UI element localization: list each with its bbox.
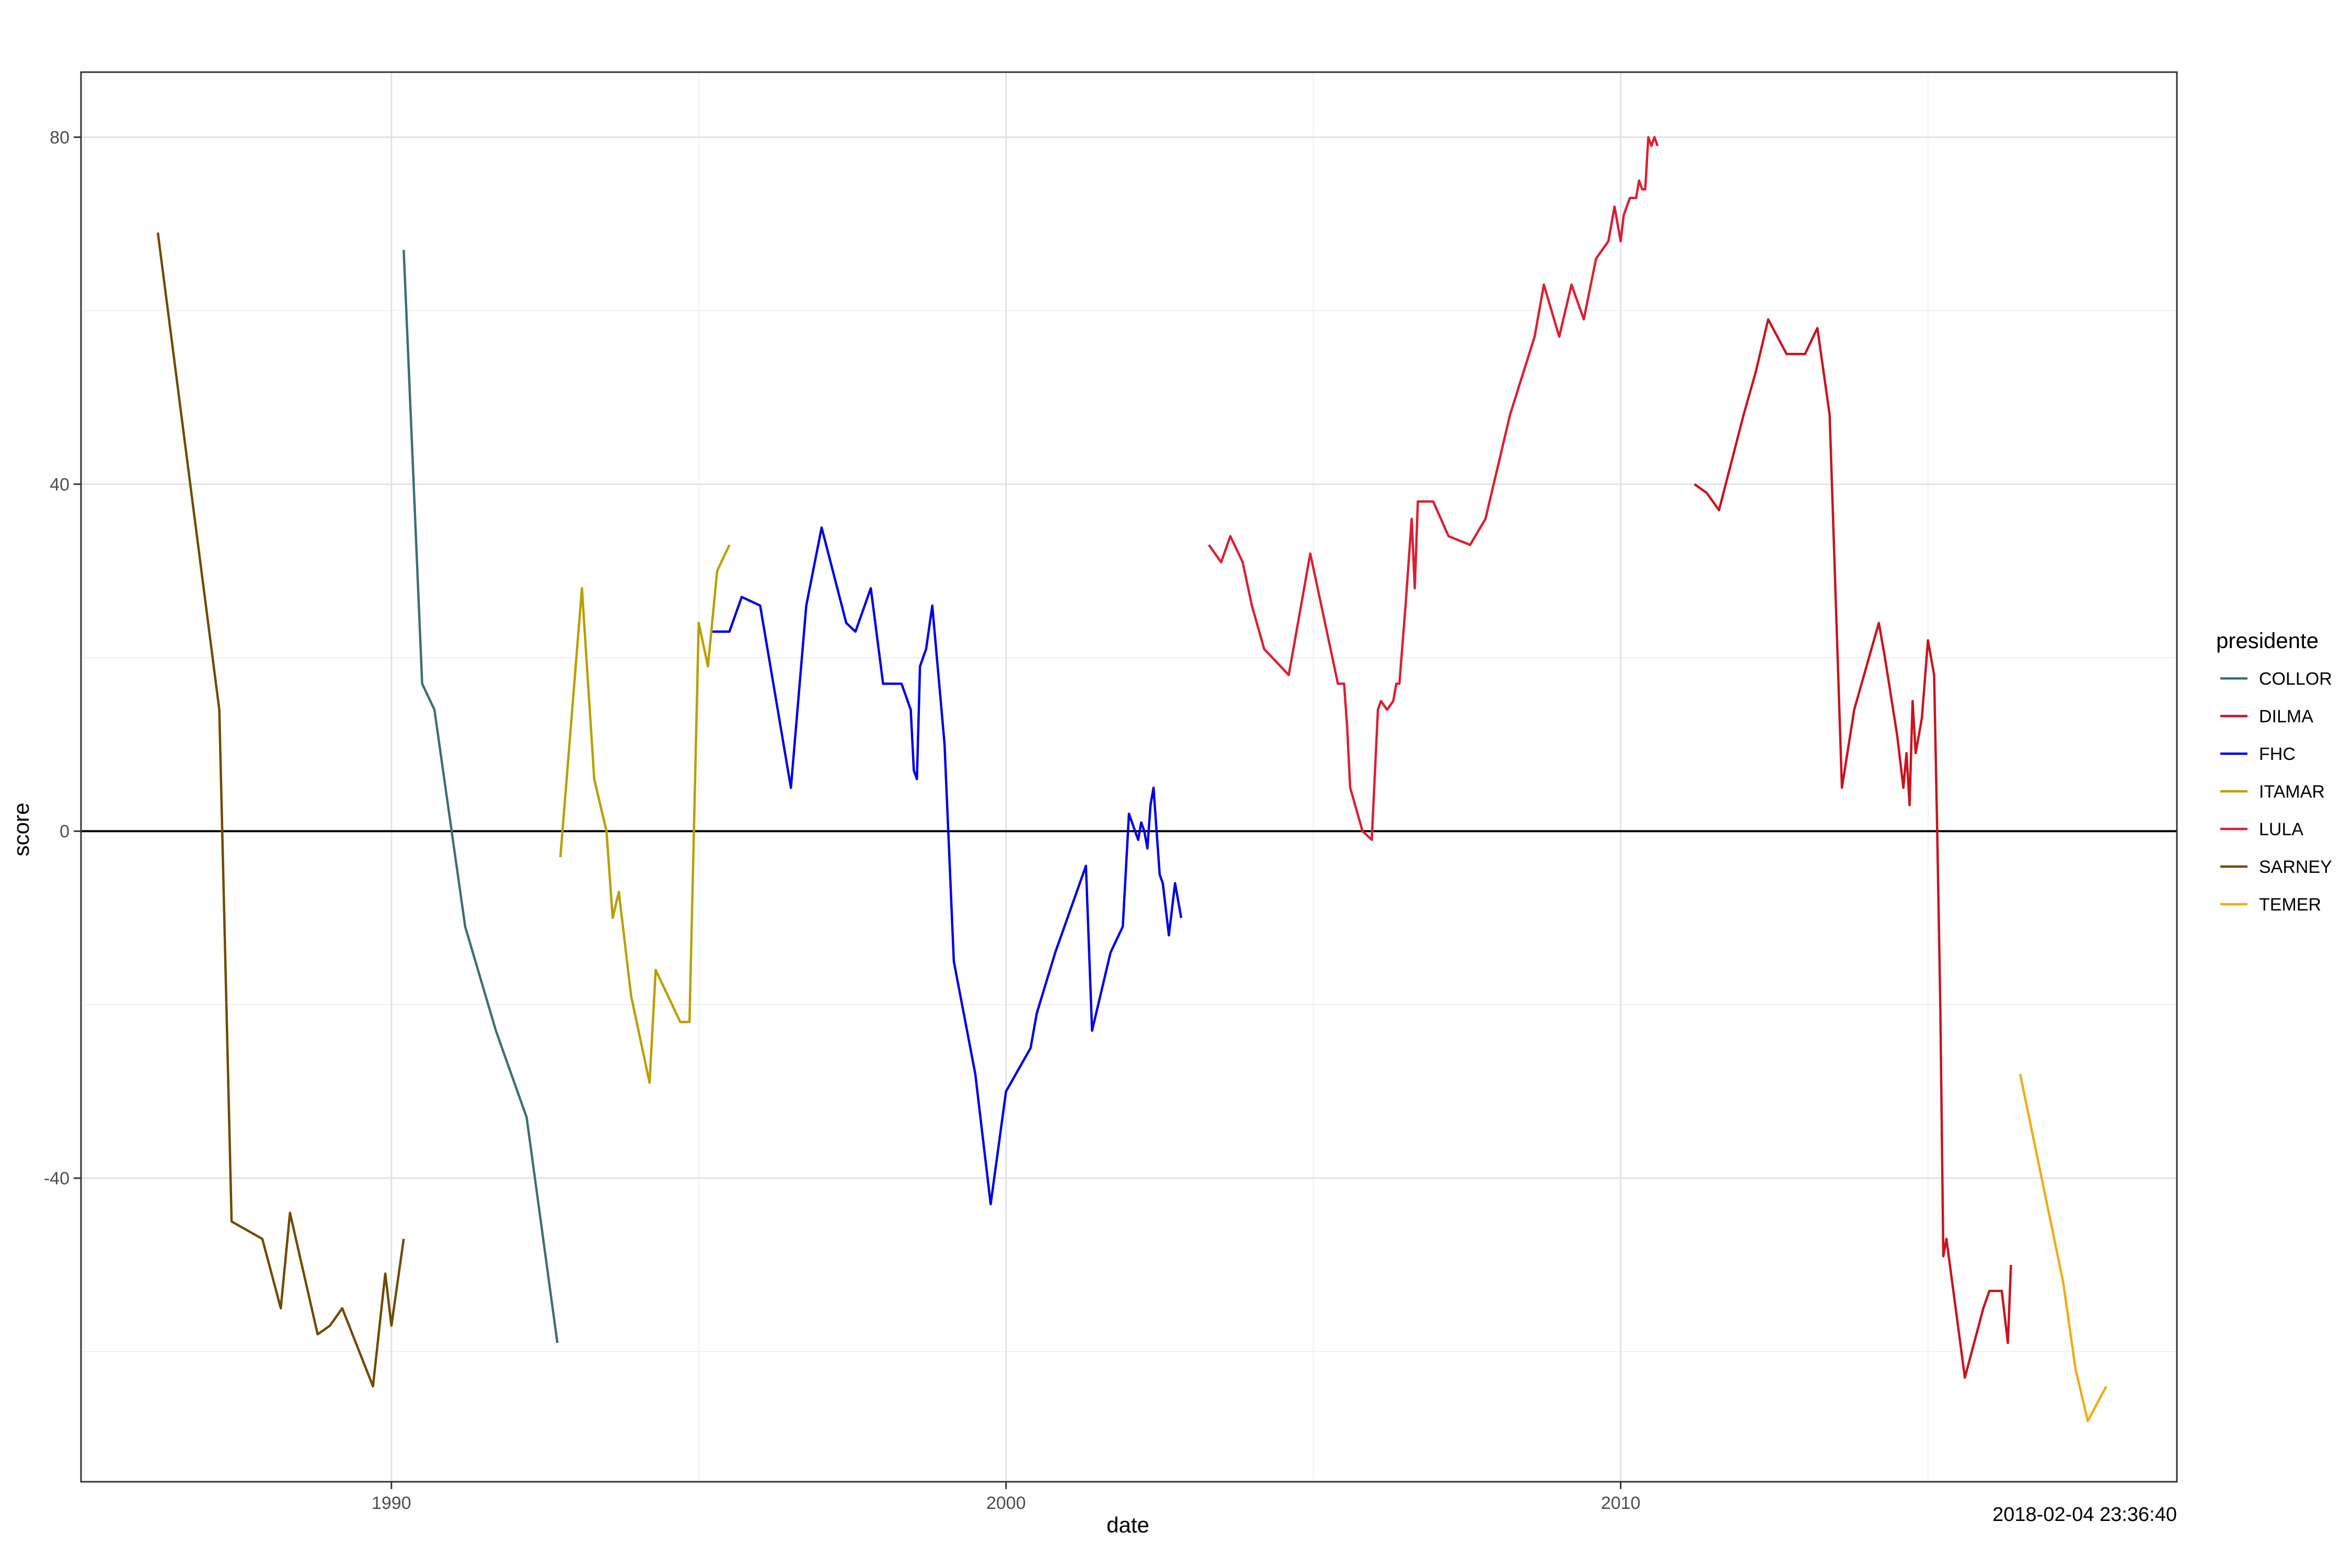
series-lines (156, 136, 2107, 1423)
panel-border-rect (80, 71, 2178, 1483)
y-tick-label: 40 (50, 475, 70, 494)
series-line-dilma (1693, 318, 2012, 1379)
series-line-lula (1208, 136, 1659, 841)
legend-label-temer: TEMER (2259, 895, 2321, 915)
series-line-temer (2019, 1074, 2107, 1423)
y-axis: -40 0 40 80 (44, 128, 81, 1189)
series-line-sarney (156, 232, 405, 1388)
grid-minor (81, 72, 2177, 1482)
x-tick-label: 2010 (1601, 1493, 1641, 1513)
caption-timestamp: 2018-02-04 23:36:40 (1992, 1504, 2177, 1526)
series-line-fhc (711, 526, 1183, 1206)
legend: presidente COLLOR DILMA FHC ITAMAR LULA SARNE… (2216, 628, 2332, 915)
y-tick-label: 0 (60, 822, 70, 841)
series-line-itamar (559, 544, 731, 1084)
legend-label-dilma: DILMA (2259, 707, 2313, 727)
legend-label-sarney: SARNEY (2259, 857, 2332, 877)
x-axis-title: date (1106, 1513, 1149, 1537)
y-tick-label: 80 (50, 128, 70, 147)
y-axis-title: score (9, 803, 33, 857)
legend-items: COLLOR DILMA FHC ITAMAR LULA SARNEY TEMER (2220, 669, 2332, 915)
x-tick-label: 1990 (372, 1493, 411, 1513)
x-tick-label: 2000 (986, 1493, 1026, 1513)
legend-label-collor: COLLOR (2259, 669, 2332, 689)
plot-panel (81, 72, 2177, 1482)
series-line-collor (402, 250, 559, 1343)
plot-border (80, 71, 2178, 1483)
legend-label-lula: LULA (2259, 820, 2303, 839)
x-axis: 1990 2000 2010 (372, 1482, 1641, 1513)
y-tick-label: -40 (44, 1169, 70, 1189)
legend-title: presidente (2216, 628, 2319, 653)
legend-label-fhc: FHC (2259, 744, 2296, 764)
legend-label-itamar: ITAMAR (2259, 782, 2325, 802)
panel-background (81, 72, 2177, 1482)
